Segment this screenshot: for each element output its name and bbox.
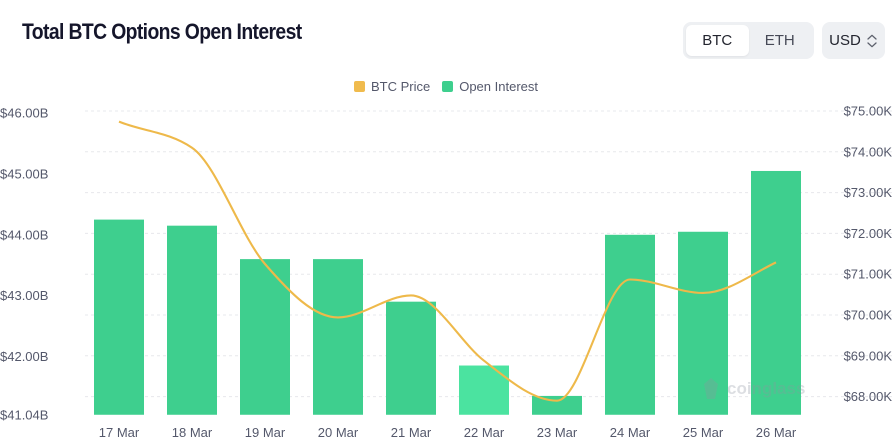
svg-text:$46.00B: $46.00B (0, 106, 48, 121)
svg-text:18 Mar: 18 Mar (172, 425, 213, 437)
svg-text:20 Mar: 20 Mar (318, 425, 359, 437)
svg-text:$41.04B: $41.04B (0, 407, 48, 422)
svg-text:$70.00K: $70.00K (844, 308, 892, 323)
svg-text:19 Mar: 19 Mar (245, 425, 286, 437)
svg-text:23 Mar: 23 Mar (537, 425, 578, 437)
svg-text:$75.00K: $75.00K (844, 104, 892, 119)
svg-text:24 Mar: 24 Mar (610, 425, 651, 437)
svg-text:$42.00B: $42.00B (0, 349, 48, 364)
svg-text:$44.00B: $44.00B (0, 227, 48, 242)
svg-text:17 Mar: 17 Mar (99, 425, 140, 437)
svg-text:$69.00K: $69.00K (844, 348, 892, 363)
svg-text:$43.00B: $43.00B (0, 288, 48, 303)
svg-text:22 Mar: 22 Mar (464, 425, 505, 437)
svg-text:$72.00K: $72.00K (844, 226, 892, 241)
svg-text:$45.00B: $45.00B (0, 167, 48, 182)
svg-text:26 Mar: 26 Mar (756, 425, 797, 437)
svg-text:$68.00K: $68.00K (844, 389, 892, 404)
svg-text:25 Mar: 25 Mar (683, 425, 724, 437)
svg-text:$71.00K: $71.00K (844, 267, 892, 282)
svg-text:21 Mar: 21 Mar (391, 425, 432, 437)
svg-text:$74.00K: $74.00K (844, 144, 892, 159)
svg-text:$73.00K: $73.00K (844, 185, 892, 200)
